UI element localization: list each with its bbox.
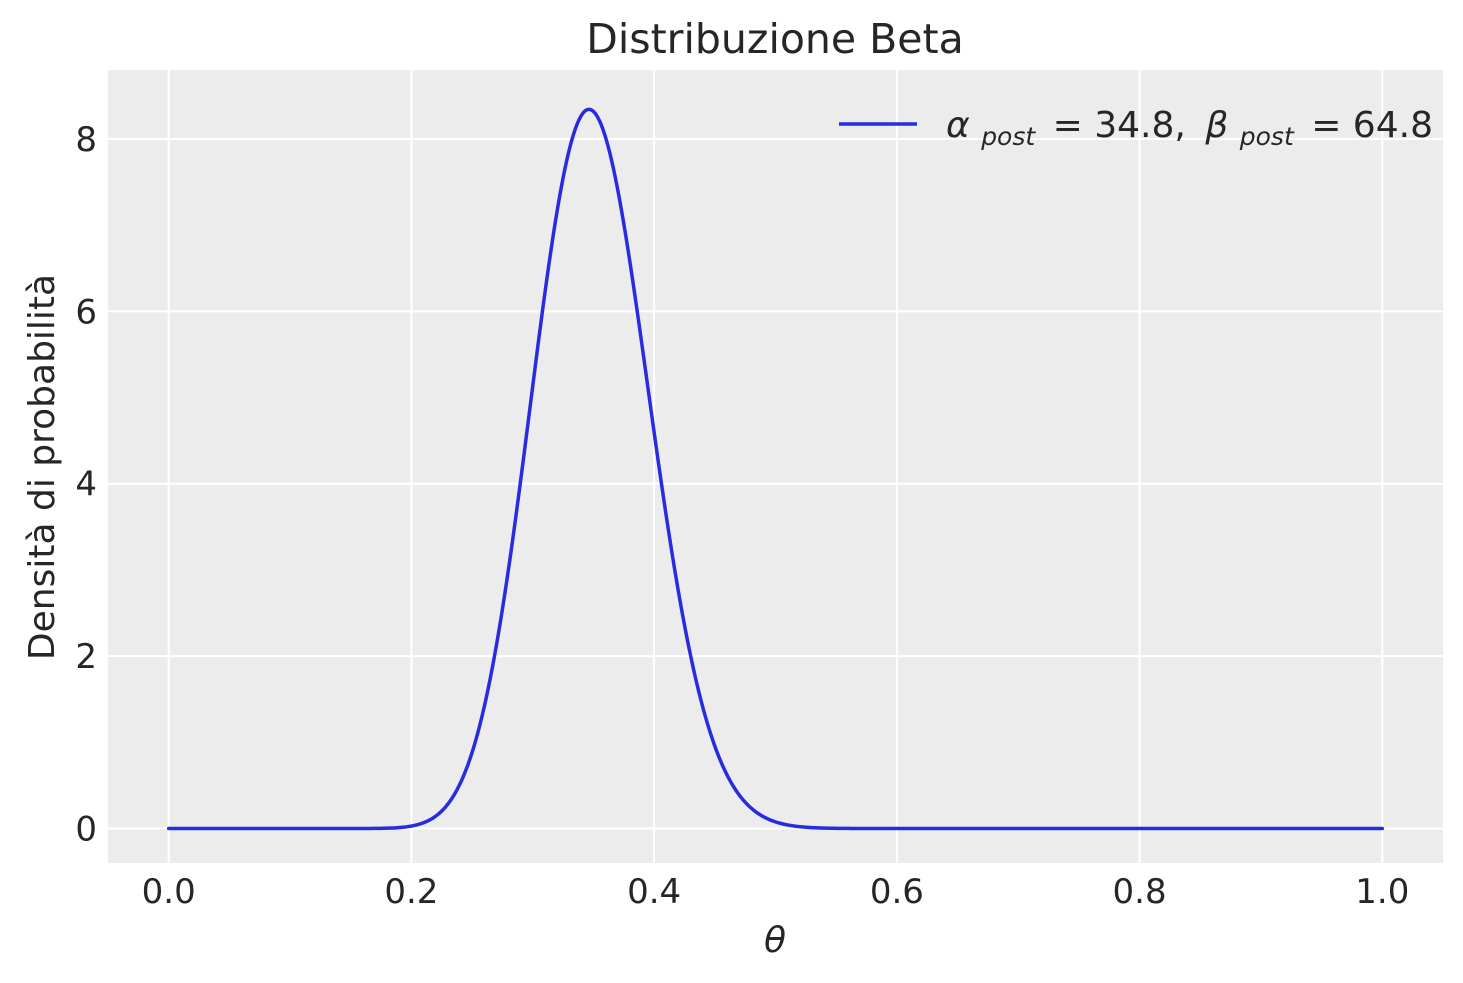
x-tick-label: 0.8 [1113, 872, 1167, 912]
y-tick-label: 4 [75, 465, 97, 505]
legend-beta-symbol: β [1204, 105, 1228, 146]
y-tick-label: 0 [75, 810, 97, 850]
x-tick-label: 0.2 [384, 872, 438, 912]
legend-alpha-symbol: α [946, 105, 970, 146]
x-tick-label: 0.6 [870, 872, 924, 912]
x-tick-label: 0.0 [142, 872, 196, 912]
x-tick-label: 1.0 [1355, 872, 1409, 912]
legend-beta-subscript: post [1239, 122, 1295, 151]
y-axis-label: Densità di probabilità [22, 274, 63, 660]
legend-alpha-subscript: post [980, 122, 1036, 151]
x-tick-labels: 0.0 0.2 0.4 0.6 0.8 1.0 [142, 872, 1410, 912]
beta-density-line [166, 107, 1385, 831]
legend: α post = 34.8, β post = 64.8 [839, 105, 1433, 154]
x-axis-label: θ [764, 920, 786, 961]
y-tick-label: 2 [75, 637, 97, 677]
y-tick-label: 6 [75, 292, 97, 332]
series-layer [166, 107, 1385, 831]
y-tick-labels: 0 2 4 6 8 [75, 120, 97, 850]
legend-label: α post = 34.8, β post = 64.8 [946, 105, 1433, 154]
chart-title: Distribuzione Beta [586, 15, 963, 63]
legend-beta-value: = 64.8 [1311, 105, 1433, 146]
legend-alpha-value: = 34.8, [1053, 105, 1186, 146]
y-tick-label: 8 [75, 120, 97, 160]
plot-area [108, 70, 1443, 863]
x-tick-label: 0.4 [627, 872, 681, 912]
